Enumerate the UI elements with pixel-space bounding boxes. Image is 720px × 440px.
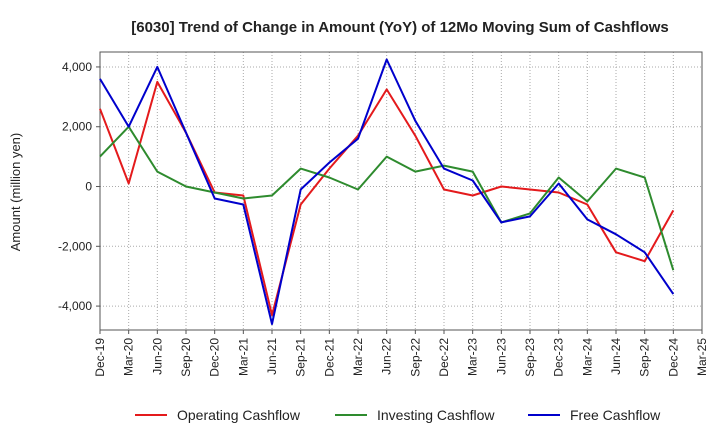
y-tick-label: 2,000	[62, 120, 92, 134]
x-tick-label: Mar-25	[695, 338, 709, 376]
chart-title: [6030] Trend of Change in Amount (YoY) o…	[131, 19, 669, 36]
x-tick-label: Dec-19	[93, 338, 107, 377]
x-tick-label: Dec-22	[437, 338, 451, 377]
x-tick-label: Dec-24	[666, 338, 680, 377]
x-tick-label: Sep-23	[523, 338, 537, 377]
x-tick-label: Sep-20	[179, 338, 193, 377]
plot-area	[99, 51, 703, 331]
x-tick-label: Sep-22	[408, 338, 422, 377]
y-axis: -4,000 -2,000 0 2,000 4,000	[58, 60, 100, 313]
legend-label: Free Cashflow	[570, 407, 661, 423]
x-axis: Dec-19 Mar-20 Jun-20 Sep-20 Dec-20 Mar-21 Jun-…	[93, 330, 709, 377]
legend-label: Investing Cashflow	[377, 407, 495, 423]
y-axis-label: Amount (million yen)	[8, 133, 23, 252]
legend-item-investing-cashflow: Investing Cashflow	[335, 407, 495, 423]
x-tick-label: Dec-20	[208, 338, 222, 377]
series-line-free-cashflow	[99, 58, 675, 325]
y-tick-label: 0	[85, 180, 92, 194]
legend-item-free-cashflow: Free Cashflow	[528, 407, 661, 423]
legend-item-operating-cashflow: Operating Cashflow	[135, 407, 301, 423]
legend: Operating Cashflow Investing Cashflow Free…	[135, 407, 661, 423]
x-tick-label: Jun-21	[265, 338, 279, 375]
legend-label: Operating Cashflow	[177, 407, 301, 423]
x-tick-label: Dec-23	[552, 338, 566, 377]
x-tick-label: Mar-20	[122, 338, 136, 376]
series-line-investing-cashflow	[99, 125, 675, 271]
grid	[99, 52, 703, 330]
x-tick-label: Jun-20	[150, 338, 164, 375]
x-tick-label: Mar-23	[466, 338, 480, 376]
x-tick-label: Jun-22	[380, 338, 394, 375]
x-tick-label: Mar-24	[580, 338, 594, 376]
x-tick-label: Sep-24	[638, 338, 652, 377]
x-tick-label: Dec-21	[322, 338, 336, 377]
x-tick-label: Jun-24	[609, 338, 623, 375]
y-tick-label: 4,000	[62, 60, 92, 74]
x-tick-label: Mar-21	[236, 338, 250, 376]
series-group	[99, 58, 675, 325]
y-tick-label: -4,000	[58, 299, 92, 313]
x-tick-label: Jun-23	[494, 338, 508, 375]
x-tick-label: Sep-21	[294, 338, 308, 377]
y-tick-label: -2,000	[58, 239, 92, 253]
x-tick-label: Mar-22	[351, 338, 365, 376]
